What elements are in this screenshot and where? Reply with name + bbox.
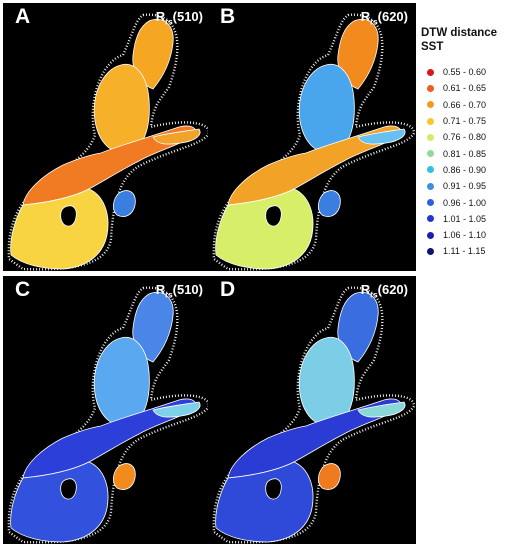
island-gotland <box>60 205 77 227</box>
band-label: Rrs(620) <box>360 9 408 27</box>
panel-letter: C <box>15 278 31 301</box>
sea-basin-riga <box>318 463 341 490</box>
legend-item: 0.76 - 0.80 <box>421 129 513 145</box>
island-gotland <box>265 205 282 227</box>
baltic-sea-map-b <box>212 13 416 271</box>
legend-item: 0.61 - 0.65 <box>421 80 513 96</box>
legend-title-line2: SST <box>421 41 444 53</box>
baltic-sea-map-a <box>7 13 211 271</box>
baltic-sea-map-d <box>212 286 416 544</box>
legend-dot <box>427 215 434 223</box>
sea-basin-north <box>132 291 174 363</box>
legend-list: 0.55 - 0.60 0.61 - 0.65 0.66 - 0.70 0.71… <box>421 64 513 260</box>
legend-label: 1.06 - 1.10 <box>443 230 487 241</box>
legend-label: 0.81 - 0.85 <box>443 148 487 159</box>
map-panel-c: C Rrs(510) <box>3 276 211 544</box>
sea-basin-mid <box>227 398 402 479</box>
map-panel-d: D Rrs(620) <box>208 276 416 544</box>
legend-label: 0.66 - 0.70 <box>443 99 487 110</box>
sea-basin-mid <box>22 398 197 479</box>
band-label: Rrs(510) <box>155 282 203 300</box>
legend-label: 0.71 - 0.75 <box>443 116 487 127</box>
legend-item: 0.81 - 0.85 <box>421 145 513 161</box>
legend-item: 0.66 - 0.70 <box>421 97 513 113</box>
legend-label: 0.96 - 1.00 <box>443 197 487 208</box>
legend-item: 0.91 - 0.95 <box>421 178 513 194</box>
legend-label: 1.11 - 1.15 <box>443 246 486 257</box>
island-gotland <box>265 478 282 500</box>
sea-basin-south <box>215 188 314 270</box>
coastline <box>7 13 211 271</box>
sea-basin-mid <box>22 125 197 206</box>
band-label: Rrs(510) <box>155 9 203 27</box>
sea-basin-riga <box>113 190 136 217</box>
legend-item: 0.71 - 0.75 <box>421 113 513 129</box>
panel-letter: D <box>220 278 236 301</box>
sea-basin-north <box>337 18 379 90</box>
panel-letter: A <box>15 5 31 28</box>
legend-dot <box>427 247 434 255</box>
legend-dot <box>427 199 434 207</box>
sea-basin-finland <box>152 128 201 145</box>
sea-basin-finland <box>152 401 201 418</box>
legend-dot <box>427 84 434 92</box>
legend-item: 1.01 - 1.05 <box>421 211 513 227</box>
band-label: Rrs(620) <box>360 282 408 300</box>
legend-label: 1.01 - 1.05 <box>443 213 487 224</box>
legend-title: DTW distance SST <box>421 26 513 54</box>
sea-basin-north <box>132 18 174 90</box>
sea-basin-mid <box>227 125 402 206</box>
island-gotland <box>60 478 77 500</box>
legend: DTW distance SST 0.55 - 0.60 0.61 - 0.65… <box>421 26 513 260</box>
legend-dot <box>427 231 434 239</box>
sea-basin-riga <box>113 463 136 490</box>
legend-dot <box>427 117 434 125</box>
coastline <box>7 286 211 544</box>
sea-basin-finland <box>357 401 406 418</box>
legend-label: 0.76 - 0.80 <box>443 132 487 143</box>
sea-basin-north <box>337 291 379 363</box>
sea-basin-south <box>10 461 109 543</box>
legend-item: 1.11 - 1.15 <box>421 243 513 259</box>
legend-dot <box>427 166 434 174</box>
legend-label: 0.61 - 0.65 <box>443 83 487 94</box>
map-panel-b: B Rrs(620) <box>208 3 416 271</box>
sea-basin-riga <box>318 190 341 217</box>
sea-basin-finland <box>357 128 406 145</box>
legend-item: 0.96 - 1.00 <box>421 194 513 210</box>
legend-item: 0.86 - 0.90 <box>421 162 513 178</box>
map-panel-a: A Rrs(510) <box>3 3 211 271</box>
coastline <box>212 13 416 271</box>
sea-basin-south <box>10 188 109 270</box>
legend-title-line1: DTW distance <box>421 27 498 39</box>
legend-dot <box>427 101 434 109</box>
sea-basin-south <box>215 461 314 543</box>
legend-item: 0.55 - 0.60 <box>421 64 513 80</box>
coastline <box>212 286 416 544</box>
legend-dot <box>427 182 434 190</box>
legend-dot <box>427 68 434 76</box>
legend-label: 0.91 - 0.95 <box>443 181 487 192</box>
legend-dot <box>427 150 434 158</box>
legend-dot <box>427 133 434 141</box>
panel-letter: B <box>220 5 236 28</box>
legend-label: 0.55 - 0.60 <box>443 67 487 78</box>
legend-item: 1.06 - 1.10 <box>421 227 513 243</box>
baltic-sea-map-c <box>7 286 211 544</box>
legend-label: 0.86 - 0.90 <box>443 164 487 175</box>
